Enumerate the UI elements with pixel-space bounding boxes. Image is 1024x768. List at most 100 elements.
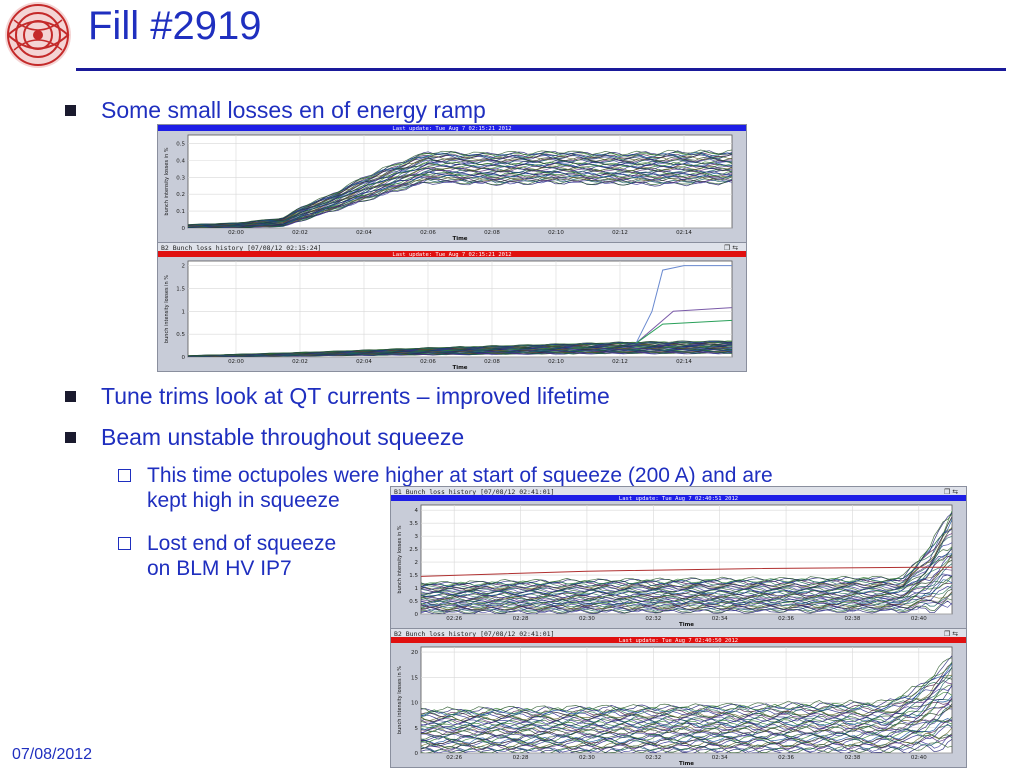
series-group: [188, 265, 732, 357]
series-line: [188, 340, 732, 357]
series-line: [421, 716, 952, 741]
series-group: [421, 655, 952, 753]
x-tick-label: 02:08: [484, 359, 500, 365]
x-axis-label: Time: [679, 622, 694, 628]
y-tick-label: 20: [411, 650, 418, 656]
series-group: [421, 510, 952, 614]
x-tick-label: 02:12: [612, 359, 628, 365]
y-tick-label: 5: [415, 726, 419, 732]
y-tick-label: 1.5: [176, 286, 185, 292]
update-label: Last update: Tue Aug 7 02:40:50 2012: [619, 638, 738, 644]
subbullet-2-line2: on BLM HV IP7: [147, 557, 292, 580]
series-line: [421, 559, 952, 601]
chart-svg: B1 Bunch loss history [07/08/12 02:41:01…: [391, 487, 966, 628]
highlighted-series-line: [421, 566, 952, 577]
window-controls-icon: ❐ ⇆: [944, 488, 958, 496]
x-tick-label: 02:36: [778, 616, 794, 622]
subbullet-1: This time octupoles were higher at start…: [118, 463, 773, 513]
x-tick-label: 02:00: [228, 359, 244, 365]
x-tick-label: 02:10: [548, 359, 564, 365]
series-line: [421, 677, 952, 722]
update-label: Last update: Tue Aug 7 02:15:21 2012: [392, 126, 511, 132]
update-label: Last update: Tue Aug 7 02:40:51 2012: [619, 496, 738, 502]
panel-title: B2 Bunch loss history [07/08/12 02:15:24…: [161, 244, 321, 252]
update-bar: [158, 251, 746, 257]
update-label: Last update: Tue Aug 7 02:15:21 2012: [392, 252, 511, 258]
series-line: [421, 512, 952, 586]
x-tick-label: 02:38: [845, 755, 861, 761]
bullet-2: Tune trims look at QT currents – improve…: [65, 382, 610, 410]
series-line: [421, 719, 952, 745]
x-tick-label: 02:28: [513, 616, 529, 622]
slide-title: Fill #2919: [88, 4, 262, 48]
series-line: [421, 657, 952, 713]
y-axis-label: bunch intensity losses in %: [164, 275, 170, 343]
y-tick-label: 15: [411, 675, 418, 681]
series-line: [188, 149, 732, 225]
x-tick-label: 02:34: [712, 755, 728, 761]
bullet-square-icon: [65, 105, 76, 116]
series-line: [421, 734, 952, 751]
hollow-square-icon: [118, 537, 131, 550]
series-line: [421, 742, 952, 753]
series-line: [421, 698, 952, 734]
x-tick-label: 02:00: [228, 230, 244, 236]
chart-b1-ramp: Last update: Tue Aug 7 02:15:21 2012 02:0…: [157, 124, 747, 243]
chart-b1-squeeze: B1 Bunch loss history [07/08/12 02:41:01…: [390, 486, 967, 629]
chart-b2-ramp: B2 Bunch loss history [07/08/12 02:15:24…: [157, 242, 747, 372]
x-tick-label: 02:10: [548, 230, 564, 236]
y-tick-label: 0: [182, 226, 186, 232]
plot-area: [187, 134, 733, 229]
series-line: [421, 739, 952, 753]
series-line: [421, 703, 952, 736]
series-line: [421, 513, 952, 585]
y-tick-label: 0: [415, 612, 419, 618]
series-line: [421, 547, 952, 597]
window-controls-icon: ❐ ⇆: [944, 630, 958, 638]
subbullet-2: Lost end of squeeze on BLM HV IP7: [118, 531, 337, 581]
series-line: [421, 719, 952, 742]
chart-svg: B2 Bunch loss history [07/08/12 02:41:01…: [391, 629, 966, 767]
series-line: [421, 574, 952, 605]
subbullet-2-line1: Lost end of squeeze: [147, 532, 337, 555]
y-tick-label: 1: [182, 309, 186, 315]
subbullet-1-line1: This time octupoles were higher at start…: [147, 464, 773, 487]
y-tick-label: 0.5: [176, 141, 185, 147]
y-tick-label: 0: [182, 355, 186, 361]
x-tick-label: 02:04: [356, 230, 372, 236]
series-line: [188, 161, 732, 227]
series-line: [421, 685, 952, 726]
y-axis-label: bunch intensity losses in %: [164, 147, 170, 215]
x-tick-label: 02:34: [712, 616, 728, 622]
x-tick-label: 02:26: [446, 616, 462, 622]
x-tick-label: 02:14: [676, 230, 692, 236]
x-tick-label: 02:12: [612, 230, 628, 236]
hollow-square-icon: [118, 469, 131, 482]
series-line: [421, 661, 952, 716]
y-tick-label: 2: [415, 560, 419, 566]
lhc-logo-icon: [5, 2, 71, 68]
y-axis-label: bunch intensity losses in %: [397, 666, 403, 734]
series-line: [421, 510, 952, 586]
x-tick-label: 02:30: [579, 755, 595, 761]
chart-svg: Last update: Tue Aug 7 02:15:21 2012 02:0…: [158, 125, 746, 242]
bullet-3-text: Beam unstable throughout squeeze: [101, 424, 465, 450]
y-tick-label: 2: [182, 264, 186, 270]
x-axis-label: Time: [452, 365, 467, 371]
highlighted-series-line: [635, 307, 732, 344]
window-controls-icon: ❐ ⇆: [724, 244, 738, 252]
series-group: [188, 149, 732, 228]
update-bar: [158, 125, 746, 131]
highlighted-series-line: [635, 265, 732, 344]
x-tick-label: 02:40: [911, 755, 927, 761]
x-tick-label: 02:30: [579, 616, 595, 622]
x-tick-label: 02:28: [513, 755, 529, 761]
highlighted-series-line: [635, 319, 732, 344]
series-line: [421, 585, 952, 610]
x-tick-label: 02:02: [292, 359, 308, 365]
chart-b2-squeeze: B2 Bunch loss history [07/08/12 02:41:01…: [390, 628, 967, 768]
x-axis-label: Time: [679, 761, 694, 767]
y-tick-label: 4: [415, 508, 419, 514]
series-line: [421, 553, 952, 599]
series-line: [421, 563, 952, 603]
